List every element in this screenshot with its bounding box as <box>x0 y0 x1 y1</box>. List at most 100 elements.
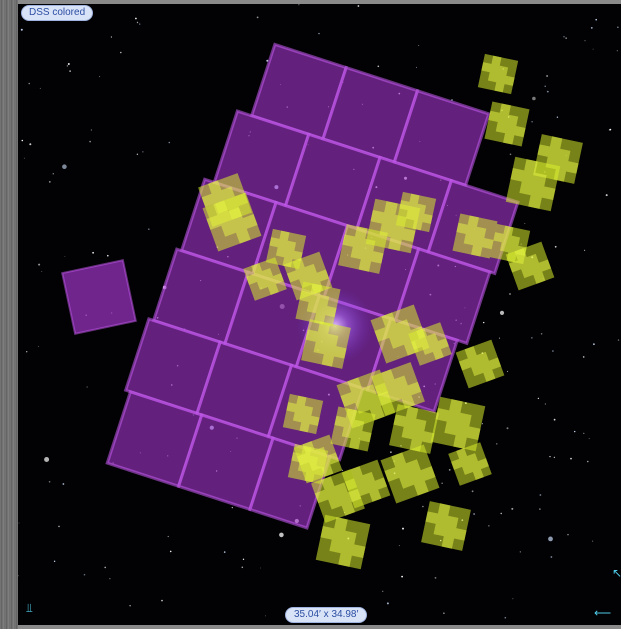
footprint-marker <box>448 442 492 486</box>
star <box>584 40 586 42</box>
footprint-marker-step <box>334 408 372 450</box>
footprint-marker-step <box>296 441 340 477</box>
sky-viewer[interactable]: DSS colored 35.04′ x 34.98′ ⫫ ⟵ ↖ <box>18 4 621 625</box>
star <box>609 128 612 131</box>
star <box>531 337 533 339</box>
footprint-marker-step <box>451 448 489 480</box>
star <box>53 560 56 562</box>
star <box>592 540 594 542</box>
star <box>64 256 66 257</box>
footprint-marker <box>315 514 371 570</box>
star <box>488 525 490 527</box>
survey-selector-button[interactable]: DSS colored <box>21 5 94 21</box>
star <box>120 51 122 54</box>
field-of-view-label: 35.04′ x 34.98′ <box>285 607 368 623</box>
location-icon[interactable]: ⫫ <box>26 601 33 615</box>
star <box>161 599 163 602</box>
star <box>168 141 171 144</box>
star <box>582 356 585 358</box>
footprint-marker-step <box>384 452 436 496</box>
sky-map[interactable] <box>18 4 621 625</box>
star <box>18 575 19 577</box>
star <box>593 343 595 346</box>
footprint-marker <box>430 396 486 452</box>
star <box>434 577 437 579</box>
star <box>539 494 542 496</box>
footprint-marker-step <box>481 55 515 93</box>
footprint-marker <box>395 191 437 233</box>
star <box>29 143 32 146</box>
star <box>48 481 51 483</box>
star <box>260 567 261 569</box>
star <box>617 339 620 341</box>
footprint-marker-step <box>370 201 416 251</box>
footprint-marker <box>330 406 376 452</box>
star <box>583 432 585 434</box>
isolated-footprint <box>61 259 137 335</box>
footprint-marker <box>389 404 439 454</box>
star <box>565 37 567 39</box>
footprint-marker <box>282 393 324 435</box>
star <box>52 173 54 175</box>
star <box>89 140 91 143</box>
star <box>590 27 593 29</box>
footprint-marker <box>484 101 530 147</box>
footprint-marker-step <box>399 193 433 231</box>
footprint-marker <box>408 322 452 366</box>
star <box>531 121 533 123</box>
star <box>416 66 417 68</box>
star <box>471 490 474 493</box>
footprint-marker-step <box>374 369 422 409</box>
star <box>223 551 226 553</box>
footprint-marker <box>452 213 498 259</box>
footprint-marker <box>505 241 555 291</box>
star <box>546 90 549 93</box>
footprint-marker <box>505 156 561 212</box>
star <box>554 245 557 248</box>
star <box>69 70 71 72</box>
star <box>44 457 50 462</box>
star <box>109 578 111 580</box>
star <box>616 50 618 52</box>
expand-icon[interactable]: ↖ <box>612 566 621 580</box>
star <box>256 16 259 19</box>
star <box>279 532 284 538</box>
star <box>540 333 543 335</box>
star <box>499 337 501 339</box>
star <box>548 536 553 542</box>
star <box>587 460 589 463</box>
star <box>519 551 521 553</box>
star <box>549 456 551 458</box>
star <box>26 351 28 353</box>
star <box>23 157 25 159</box>
star <box>550 556 553 558</box>
star <box>506 427 509 430</box>
footprint-marker <box>295 281 341 327</box>
arrow-icon[interactable]: ⟵ <box>594 606 612 620</box>
star <box>28 82 30 85</box>
star <box>544 403 547 405</box>
star <box>552 350 554 352</box>
star <box>401 575 403 578</box>
star <box>139 23 141 25</box>
footprint-marker <box>380 444 440 504</box>
star <box>62 164 67 169</box>
star <box>242 558 245 560</box>
star <box>448 469 451 471</box>
star <box>567 534 569 536</box>
footprint-marker-step <box>206 200 258 244</box>
footprint-marker-step <box>537 136 579 182</box>
star <box>377 65 380 68</box>
star <box>570 457 572 460</box>
star <box>499 310 505 315</box>
star <box>441 482 443 484</box>
footprint-marker <box>265 228 307 270</box>
star <box>617 26 619 28</box>
star <box>537 397 540 400</box>
footprint-marker-step <box>320 517 366 567</box>
star <box>509 153 512 156</box>
star <box>318 32 320 35</box>
footprint-marker-step <box>246 263 284 295</box>
footprint-marker <box>293 434 343 484</box>
footprint-marker-step <box>510 159 556 209</box>
